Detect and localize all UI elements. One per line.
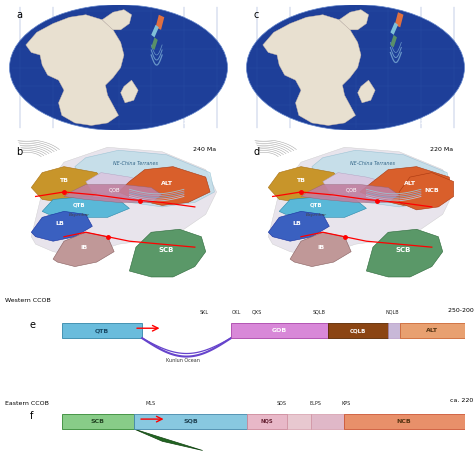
- Text: SKL: SKL: [200, 310, 209, 315]
- Text: TB: TB: [60, 178, 68, 183]
- Text: CKL: CKL: [232, 310, 242, 315]
- Ellipse shape: [9, 5, 228, 130]
- Text: ALT: ALT: [404, 180, 416, 185]
- Polygon shape: [129, 229, 206, 277]
- Text: a: a: [16, 10, 22, 20]
- Text: e: e: [29, 320, 36, 330]
- FancyBboxPatch shape: [247, 414, 287, 429]
- Text: c: c: [253, 10, 258, 20]
- Polygon shape: [42, 197, 129, 217]
- FancyBboxPatch shape: [388, 323, 400, 338]
- Polygon shape: [301, 185, 399, 202]
- Text: b: b: [16, 147, 22, 157]
- Text: NE-China Terranes: NE-China Terranes: [350, 161, 395, 166]
- Text: 240 Ma: 240 Ma: [182, 120, 206, 125]
- Polygon shape: [263, 15, 361, 125]
- FancyBboxPatch shape: [62, 323, 142, 338]
- Polygon shape: [268, 212, 329, 241]
- Polygon shape: [134, 429, 202, 451]
- Text: QXS: QXS: [252, 310, 262, 315]
- Polygon shape: [360, 167, 451, 206]
- Polygon shape: [395, 12, 403, 27]
- Text: NQLB: NQLB: [385, 310, 399, 315]
- FancyBboxPatch shape: [134, 414, 247, 429]
- Text: SCB: SCB: [159, 247, 174, 253]
- Polygon shape: [31, 212, 92, 241]
- FancyBboxPatch shape: [311, 414, 344, 429]
- Text: QOB: QOB: [346, 188, 357, 193]
- FancyBboxPatch shape: [344, 414, 465, 429]
- Text: SQB: SQB: [183, 419, 198, 424]
- Text: d: d: [253, 147, 259, 157]
- Text: Kunlun Ocean: Kunlun Ocean: [165, 358, 200, 363]
- Polygon shape: [339, 10, 369, 30]
- Polygon shape: [118, 167, 210, 206]
- Text: ca. 220 Ma: ca. 220 Ma: [450, 398, 474, 404]
- FancyBboxPatch shape: [287, 414, 311, 429]
- FancyBboxPatch shape: [62, 414, 134, 429]
- Text: SCB: SCB: [91, 419, 105, 424]
- Polygon shape: [64, 185, 162, 202]
- Text: GOB: GOB: [272, 328, 287, 333]
- Text: NCB: NCB: [397, 419, 411, 424]
- Polygon shape: [323, 172, 403, 199]
- Polygon shape: [53, 232, 114, 267]
- Polygon shape: [391, 35, 397, 48]
- Text: LB: LB: [55, 221, 64, 226]
- Text: ALT: ALT: [161, 180, 173, 185]
- Polygon shape: [31, 147, 217, 256]
- Text: Bayenhar: Bayenhar: [69, 213, 90, 217]
- Polygon shape: [391, 22, 398, 35]
- Text: KPS: KPS: [341, 401, 350, 406]
- Text: CQLB: CQLB: [349, 328, 366, 333]
- Text: Bayenhar: Bayenhar: [306, 213, 327, 217]
- Polygon shape: [31, 167, 108, 202]
- Text: 240 Ma: 240 Ma: [193, 147, 217, 152]
- Polygon shape: [268, 147, 454, 256]
- Text: MLS: MLS: [145, 401, 155, 406]
- Polygon shape: [155, 15, 164, 30]
- Polygon shape: [366, 229, 443, 277]
- FancyBboxPatch shape: [231, 323, 328, 338]
- Text: ALT: ALT: [426, 328, 438, 333]
- Text: Eastern CCOB: Eastern CCOB: [5, 401, 49, 405]
- Polygon shape: [399, 172, 454, 210]
- Text: SDS: SDS: [276, 401, 286, 406]
- Text: 220 Ma: 220 Ma: [419, 120, 443, 125]
- Polygon shape: [290, 232, 351, 267]
- Text: QTB: QTB: [310, 203, 323, 208]
- Text: SCB: SCB: [396, 247, 411, 253]
- Polygon shape: [358, 80, 375, 103]
- Text: 220 Ma: 220 Ma: [430, 147, 454, 152]
- Polygon shape: [121, 80, 138, 103]
- Ellipse shape: [246, 5, 465, 130]
- FancyBboxPatch shape: [400, 323, 465, 338]
- Text: TB: TB: [297, 178, 305, 183]
- Polygon shape: [279, 197, 366, 217]
- Polygon shape: [151, 37, 158, 50]
- Polygon shape: [26, 15, 124, 125]
- Text: QTB: QTB: [95, 328, 109, 333]
- Text: NCB: NCB: [424, 188, 439, 193]
- Polygon shape: [102, 10, 132, 30]
- Text: IB: IB: [317, 245, 324, 250]
- Text: NE-China Terranes: NE-China Terranes: [113, 161, 158, 166]
- Text: SQLB: SQLB: [313, 310, 326, 315]
- Polygon shape: [312, 150, 451, 207]
- FancyBboxPatch shape: [328, 323, 388, 338]
- Text: LB: LB: [292, 221, 301, 226]
- Text: ELPS: ELPS: [310, 401, 321, 406]
- Polygon shape: [151, 25, 159, 37]
- Text: QTB: QTB: [73, 203, 86, 208]
- Text: Western CCOB: Western CCOB: [5, 298, 51, 303]
- Polygon shape: [86, 172, 166, 199]
- Polygon shape: [268, 167, 345, 202]
- Text: IB: IB: [80, 245, 87, 250]
- Text: QOB: QOB: [109, 188, 120, 193]
- Text: 250-200 Ma: 250-200 Ma: [447, 308, 474, 313]
- Text: NQS: NQS: [261, 419, 273, 424]
- Text: f: f: [29, 411, 33, 421]
- Polygon shape: [75, 150, 214, 207]
